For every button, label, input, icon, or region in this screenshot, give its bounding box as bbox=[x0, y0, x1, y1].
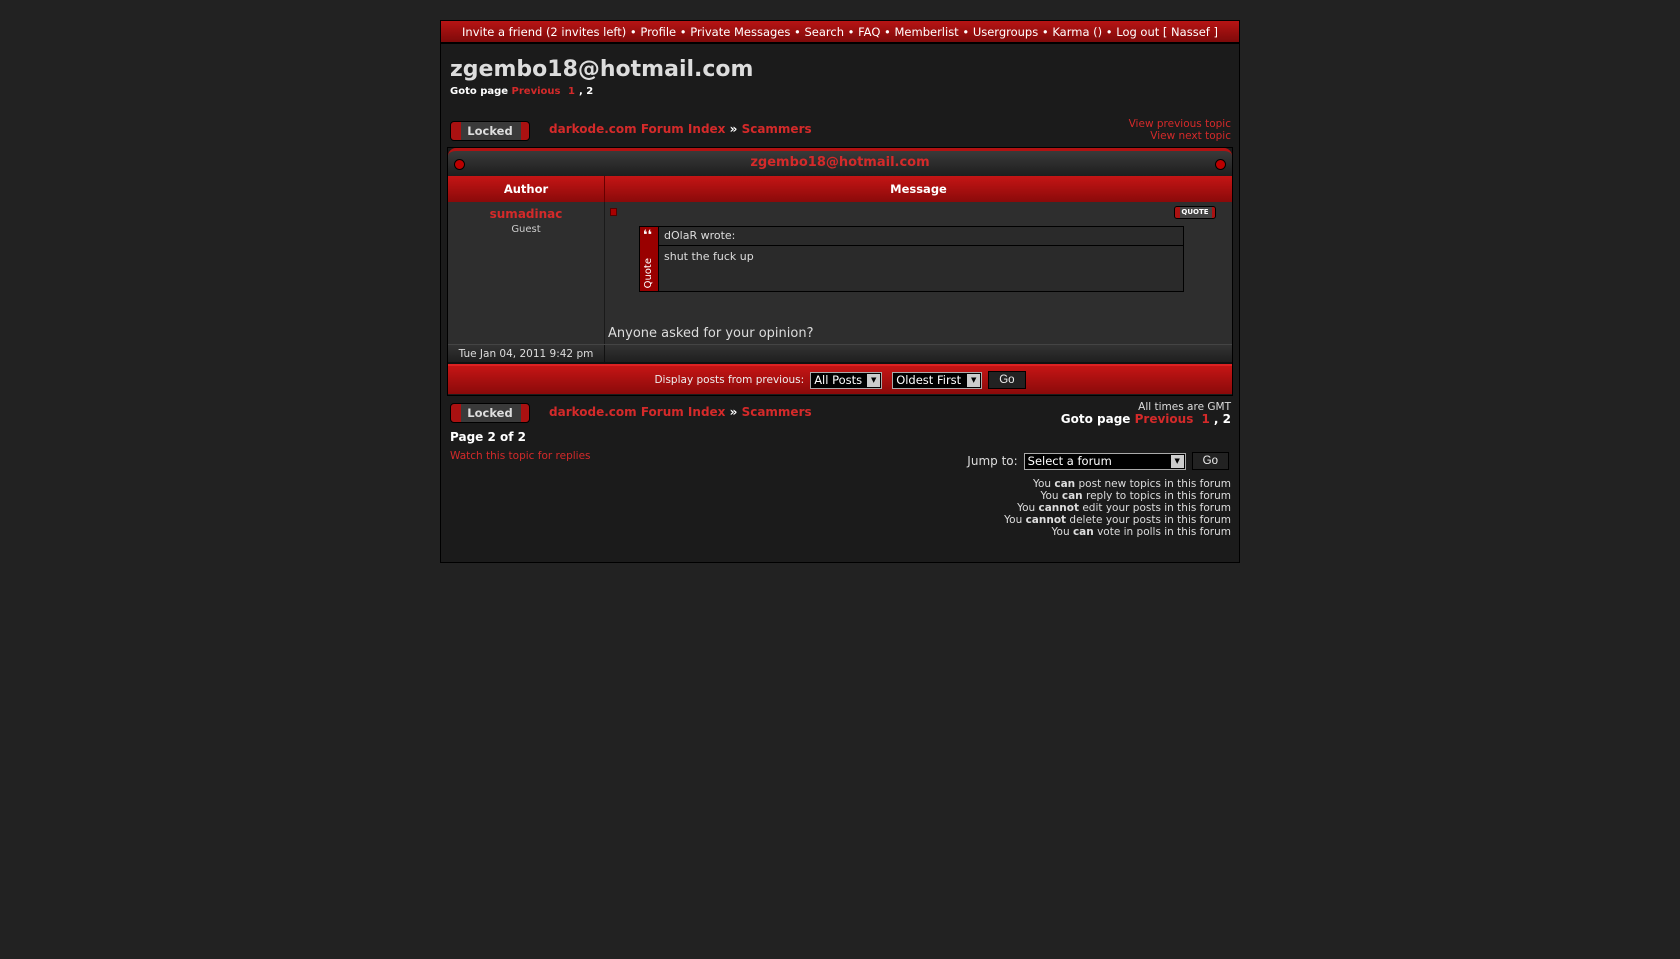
nav-profile[interactable]: Profile bbox=[640, 25, 677, 39]
view-next-topic-link[interactable]: View next topic bbox=[1150, 130, 1231, 142]
quote-button[interactable]: QUOTE bbox=[1174, 206, 1216, 219]
post-footer: Tue Jan 04, 2011 9:42 pm bbox=[448, 344, 1232, 364]
locked-button-bottom[interactable]: Locked bbox=[450, 403, 530, 423]
quote-block: ❛❛ Quote dOlaR wrote: shut the fuck up bbox=[639, 226, 1184, 292]
rivet-icon bbox=[454, 159, 465, 170]
current-page: 2 bbox=[586, 86, 594, 97]
quote-sidebar: ❛❛ Quote bbox=[640, 227, 659, 291]
topic-header: zgembo18@hotmail.com bbox=[448, 148, 1232, 176]
range-value: All Posts bbox=[814, 372, 863, 387]
current-page: 2 bbox=[1222, 412, 1231, 426]
quote-author: dOlaR wrote: bbox=[659, 227, 1183, 246]
jump-select[interactable]: Select a forum ▼ bbox=[1023, 452, 1186, 470]
post-message: QUOTE ❛❛ Quote dOlaR wrote: shut the fuc… bbox=[605, 202, 1232, 344]
breadcrumb-separator: » bbox=[729, 405, 738, 419]
nav-faq[interactable]: FAQ bbox=[858, 25, 881, 39]
page-of: Page 2 of 2 bbox=[450, 430, 526, 444]
previous-page-link[interactable]: Previous bbox=[511, 86, 561, 97]
permission-item: You can reply to topics in this forum bbox=[1040, 490, 1231, 502]
nav-private-messages[interactable]: Private Messages bbox=[690, 25, 791, 39]
nav-logout[interactable]: Log out [ Nassef ] bbox=[1116, 25, 1218, 39]
times-note: All times are GMT bbox=[1138, 401, 1231, 413]
chevron-down-icon: ▼ bbox=[867, 373, 881, 387]
nav-usergroups[interactable]: Usergroups bbox=[972, 25, 1039, 39]
range-select[interactable]: All Posts ▼ bbox=[810, 371, 883, 389]
display-label: Display posts from previous: bbox=[654, 374, 805, 386]
quote-marks-icon: ❛❛ bbox=[643, 228, 653, 243]
view-previous-topic-link[interactable]: View previous topic bbox=[1128, 118, 1231, 130]
jump-value: Select a forum bbox=[1027, 453, 1112, 468]
goto-label: Goto page bbox=[1060, 412, 1131, 426]
breadcrumb: darkode.com Forum Index » Scammers bbox=[549, 122, 812, 136]
previous-page-link[interactable]: Previous bbox=[1134, 412, 1194, 426]
permission-item: You cannot delete your posts in this for… bbox=[1004, 514, 1231, 526]
post-author: sumadinac Guest bbox=[448, 202, 605, 344]
column-headers: Author Message bbox=[448, 176, 1232, 202]
jump-label: Jump to: bbox=[967, 454, 1018, 468]
post-text: Anyone asked for your opinion? bbox=[608, 326, 814, 341]
post-date: Tue Jan 04, 2011 9:42 pm bbox=[448, 345, 605, 362]
page-container: Invite a friend (2 invites left) • Profi… bbox=[440, 20, 1240, 563]
chevron-down-icon: ▼ bbox=[1170, 454, 1184, 468]
order-select[interactable]: Oldest First ▼ bbox=[892, 371, 983, 389]
message-column-header: Message bbox=[890, 182, 947, 196]
breadcrumb-separator: » bbox=[729, 122, 738, 136]
display-go-button[interactable]: Go bbox=[988, 371, 1026, 389]
breadcrumb-scammers[interactable]: Scammers bbox=[741, 122, 812, 136]
nav-karma[interactable]: Karma () bbox=[1052, 25, 1103, 39]
topic-nav: View previous topic View next topic bbox=[1129, 118, 1231, 142]
author-rank: Guest bbox=[511, 224, 541, 235]
locked-button[interactable]: Locked bbox=[450, 121, 530, 141]
display-options-bar: Display posts from previous: All Posts ▼ … bbox=[448, 364, 1232, 394]
quote-text: shut the fuck up bbox=[664, 250, 754, 263]
topic-title: zgembo18@hotmail.com bbox=[450, 57, 754, 82]
post-row: sumadinac Guest QUOTE ❛❛ Quote dOlaR wro… bbox=[448, 202, 1232, 344]
top-nav: Invite a friend (2 invites left) • Profi… bbox=[441, 21, 1239, 44]
rivet-icon bbox=[1215, 159, 1226, 170]
goto-page-bottom: Goto page Previous 1, 2 bbox=[1060, 412, 1231, 426]
jump-go-button[interactable]: Go bbox=[1191, 452, 1229, 470]
watch-topic-link[interactable]: Watch this topic for replies bbox=[450, 450, 591, 462]
goto-page: Goto page Previous 1, 2 bbox=[450, 86, 594, 97]
breadcrumb-scammers[interactable]: Scammers bbox=[741, 405, 812, 419]
nav-invite[interactable]: Invite a friend (2 invites left) bbox=[462, 25, 627, 39]
breadcrumb-forum-index[interactable]: darkode.com Forum Index bbox=[549, 122, 726, 136]
breadcrumb-bottom: darkode.com Forum Index » Scammers bbox=[549, 405, 812, 419]
permission-item: You cannot edit your posts in this forum bbox=[1017, 502, 1231, 514]
permissions-list: You can post new topics in this forum Yo… bbox=[1004, 478, 1231, 538]
goto-label: Goto page bbox=[450, 86, 509, 97]
author-name[interactable]: sumadinac bbox=[489, 207, 563, 221]
page-1-link[interactable]: 1 bbox=[567, 86, 575, 97]
quote-side-label: Quote bbox=[643, 257, 654, 288]
author-column-header: Author bbox=[448, 176, 605, 202]
order-value: Oldest First bbox=[896, 372, 962, 387]
permission-item: You can vote in polls in this forum bbox=[1051, 526, 1232, 538]
nav-search[interactable]: Search bbox=[804, 25, 844, 39]
topic-header-link[interactable]: zgembo18@hotmail.com bbox=[750, 155, 930, 170]
breadcrumb-forum-index[interactable]: darkode.com Forum Index bbox=[549, 405, 726, 419]
jump-to: Jump to: Select a forum ▼ Go bbox=[967, 452, 1229, 470]
nav-memberlist[interactable]: Memberlist bbox=[894, 25, 959, 39]
page-1-link[interactable]: 1 bbox=[1201, 412, 1210, 426]
posts-table: zgembo18@hotmail.com Author Message suma… bbox=[447, 147, 1233, 396]
chevron-down-icon: ▼ bbox=[967, 373, 981, 387]
permission-item: You can post new topics in this forum bbox=[1032, 478, 1231, 490]
post-icon[interactable] bbox=[610, 208, 617, 216]
